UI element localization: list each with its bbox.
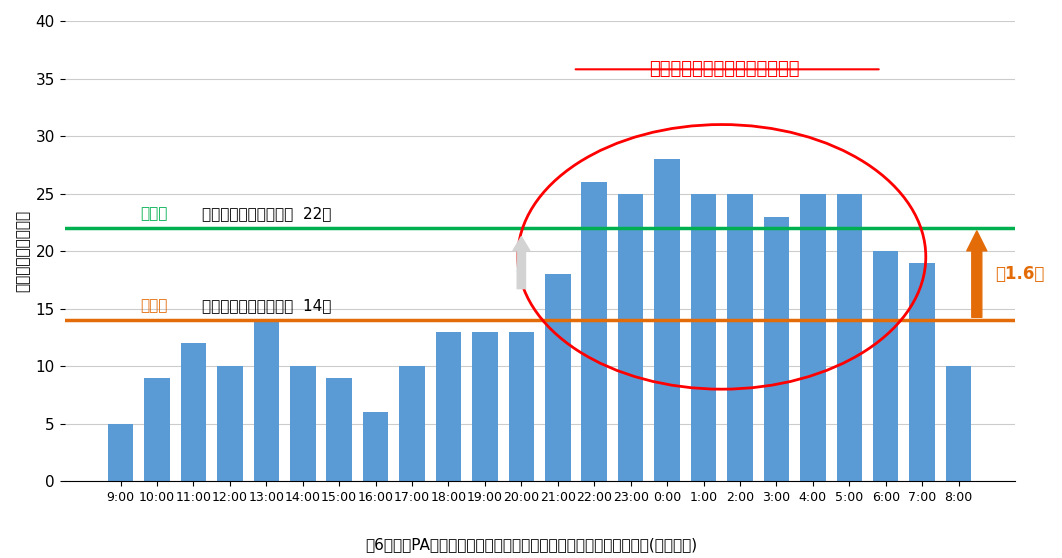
- Bar: [435, 331, 461, 481]
- Text: 大型車駐車可能台数  14台: 大型車駐車可能台数 14台: [203, 298, 331, 313]
- Bar: [946, 366, 972, 481]
- Bar: [108, 424, 134, 481]
- Y-axis label: 大型車駐車可能台数: 大型車駐車可能台数: [15, 210, 30, 292]
- Bar: [399, 366, 425, 481]
- Bar: [800, 194, 825, 481]
- Bar: [873, 251, 898, 481]
- Bar: [144, 378, 170, 481]
- Text: 囶6　杉津PA（下り）平日の大型車時間別駐車台数と駐車可能台数(工事前後): 囶6 杉津PA（下り）平日の大型車時間別駐車台数と駐車可能台数(工事前後): [365, 537, 697, 552]
- Bar: [473, 331, 498, 481]
- Bar: [909, 263, 935, 481]
- Bar: [764, 217, 789, 481]
- Bar: [217, 366, 242, 481]
- Text: 工事後: 工事後: [140, 206, 168, 221]
- Bar: [582, 182, 607, 481]
- Bar: [837, 194, 862, 481]
- Bar: [727, 194, 753, 481]
- Text: 夜間を中心に大型車マスが不足: 夜間を中心に大型車マスが不足: [650, 60, 800, 78]
- Bar: [363, 412, 389, 481]
- Bar: [690, 194, 716, 481]
- Bar: [509, 331, 534, 481]
- Text: 大型車駐車可能台数  22台: 大型車駐車可能台数 22台: [203, 206, 331, 221]
- Bar: [545, 274, 570, 481]
- Bar: [654, 159, 680, 481]
- Bar: [326, 378, 352, 481]
- Bar: [290, 366, 315, 481]
- Bar: [181, 343, 206, 481]
- Text: 約1.6倍: 約1.6倍: [995, 265, 1044, 283]
- Text: 工事前: 工事前: [140, 298, 168, 313]
- Bar: [254, 320, 279, 481]
- Bar: [618, 194, 644, 481]
